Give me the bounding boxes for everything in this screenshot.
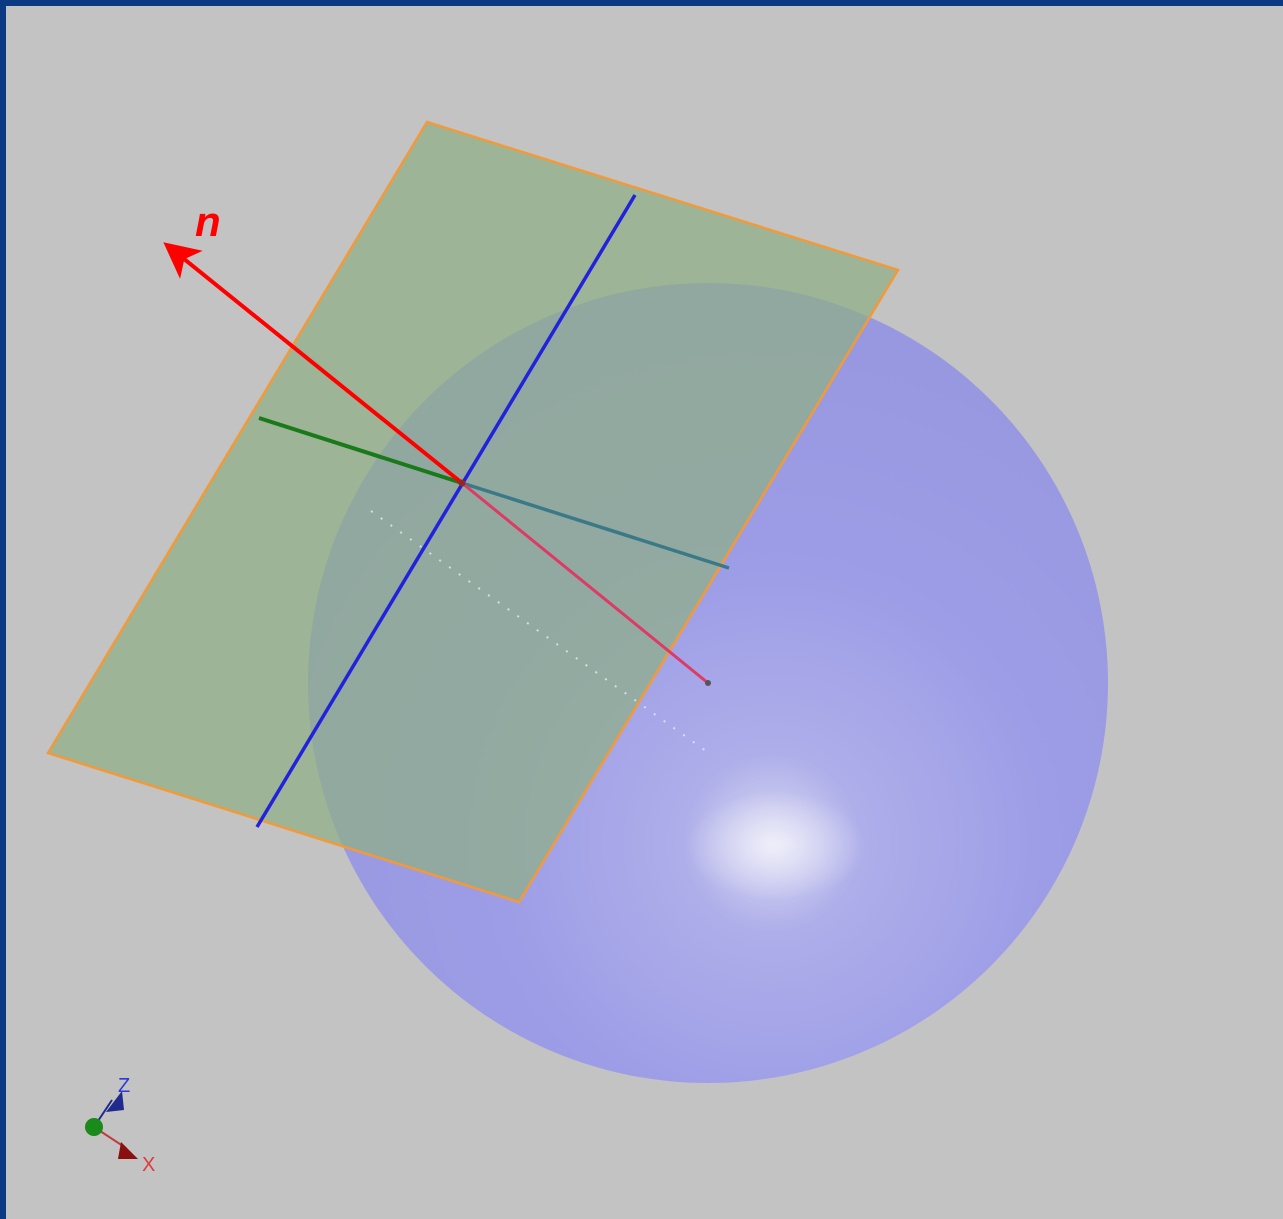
normal-vector-label: n bbox=[195, 198, 221, 245]
plane-axis-green-hidden bbox=[461, 481, 730, 570]
axis-triad[interactable]: Z X bbox=[85, 1075, 155, 1176]
normal-vector[interactable] bbox=[163, 242, 464, 485]
y-axis-dot-icon bbox=[85, 1118, 103, 1136]
z-axis-arrow-icon bbox=[106, 1091, 124, 1112]
z-axis-label: Z bbox=[118, 1075, 130, 1097]
x-axis-arrow-icon bbox=[118, 1142, 138, 1159]
plane-axis-green bbox=[258, 416, 463, 485]
normal-vector-hidden bbox=[461, 481, 709, 685]
cutting-plane[interactable] bbox=[46, 120, 900, 904]
x-axis-label: X bbox=[142, 1154, 155, 1176]
plane-center-point bbox=[458, 479, 466, 487]
3d-viewport[interactable]: n Z X bbox=[6, 6, 1283, 1219]
plane-axis-blue bbox=[255, 194, 637, 828]
scene-canvas: n Z X bbox=[46, 120, 1108, 1176]
sphere-center-point bbox=[705, 680, 711, 686]
